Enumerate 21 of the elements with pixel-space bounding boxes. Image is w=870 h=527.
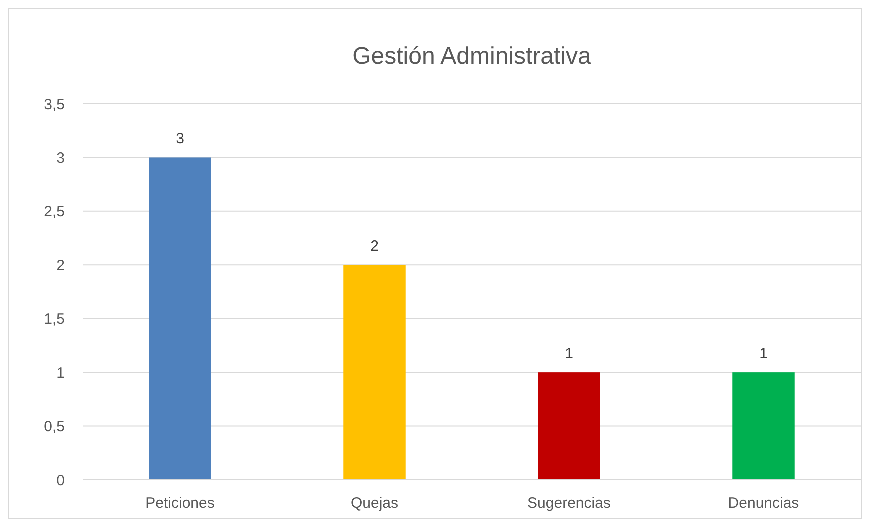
chart-title: Gestión Administrativa [352, 43, 592, 70]
x-tick-label: Sugerencias [528, 495, 611, 512]
bar [538, 372, 600, 480]
y-tick-label: 0,5 [44, 418, 65, 436]
data-label: 1 [565, 346, 574, 363]
bar [344, 265, 406, 480]
y-tick-label: 2,5 [44, 204, 65, 221]
bar [732, 372, 795, 480]
bar [149, 158, 212, 480]
data-label: 3 [176, 130, 184, 148]
x-tick-label: Denuncias [728, 495, 800, 512]
data-label: 2 [370, 238, 379, 256]
data-label: 1 [760, 346, 768, 363]
y-tick-label: 1,5 [44, 311, 65, 328]
y-tick-label: 2 [56, 257, 65, 274]
x-tick-label: Quejas [350, 495, 399, 512]
y-tick-label: 3 [56, 150, 65, 167]
y-tick-label: 0 [56, 472, 65, 490]
x-tick-label: Peticiones [146, 495, 215, 512]
y-tick-label: 1 [56, 364, 65, 382]
y-tick-label: 3,5 [44, 96, 65, 114]
